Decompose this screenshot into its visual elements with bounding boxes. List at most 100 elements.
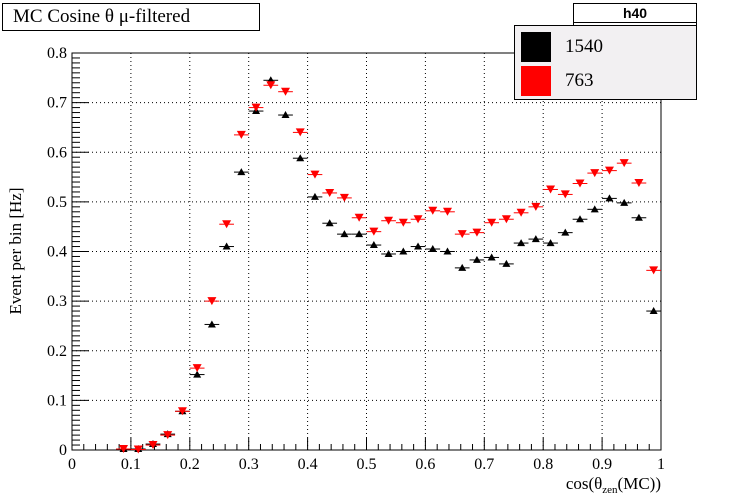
axes: 0 0.1 0.2 0.3 0.4 0.5 0.6 0.7 0.8 0.9 1 0 0.1 0.2 0.3 0… (47, 45, 665, 473)
x-tick-label: 0.7 (474, 456, 494, 473)
x-tick-label: 0.6 (415, 456, 435, 473)
data-point (605, 194, 614, 202)
data-point (325, 188, 335, 197)
data-point (148, 441, 158, 450)
data-point (237, 168, 246, 176)
data-point (310, 170, 320, 179)
y-tick-label: 0.8 (47, 45, 67, 62)
y-tick-label: 0.5 (47, 194, 67, 211)
data-point (192, 364, 202, 373)
data-point (546, 185, 556, 194)
legend-swatch (521, 32, 551, 62)
data-point (428, 206, 438, 215)
data-point (501, 215, 511, 224)
legend: 1540 763 (514, 25, 697, 100)
data-point (649, 307, 658, 315)
series-763 (116, 81, 661, 454)
data-point (517, 239, 526, 247)
x-tick-label: 0.1 (121, 456, 141, 473)
data-point (193, 370, 202, 378)
data-point (281, 87, 291, 96)
y-tick-label: 0.2 (47, 343, 67, 360)
x-tick-label: 0 (68, 456, 76, 473)
data-point (236, 130, 246, 139)
data-point (296, 154, 305, 162)
data-point (414, 242, 423, 250)
data-marks (116, 76, 661, 454)
legend-entry-1540: 1540 (521, 32, 691, 62)
data-point (399, 247, 408, 255)
data-point (355, 230, 364, 238)
data-point (222, 220, 232, 229)
x-tick-label: 1 (657, 456, 665, 473)
data-point (576, 215, 585, 223)
x-tick-label: 0.5 (357, 456, 377, 473)
y-tick-label: 0.7 (47, 95, 67, 112)
data-point (487, 253, 496, 261)
y-tick-label: 0.6 (47, 144, 67, 161)
x-tick-label: 0.3 (239, 456, 259, 473)
y-tick-label: 0 (59, 442, 67, 459)
data-point (590, 205, 599, 213)
data-point (413, 215, 423, 224)
data-point (531, 202, 541, 211)
x-axis-label: cos(θzen(MC)) (566, 474, 661, 496)
data-point (207, 297, 217, 306)
data-point (472, 228, 482, 237)
data-point (560, 190, 570, 199)
data-point (266, 81, 276, 90)
data-point (119, 445, 129, 454)
data-point (442, 207, 452, 216)
y-tick-label: 0.3 (47, 293, 67, 310)
data-point (295, 128, 305, 137)
data-point (575, 179, 585, 188)
data-point (339, 193, 349, 202)
data-point (384, 249, 393, 257)
data-point (325, 219, 334, 227)
plot-title: MC Cosine θ μ-filtered (2, 3, 260, 31)
data-point (207, 320, 216, 328)
data-point (354, 213, 364, 222)
data-point (619, 159, 629, 168)
data-point (384, 216, 394, 225)
data-point (177, 407, 187, 416)
data-point (251, 103, 261, 112)
x-tick-label: 0.8 (533, 456, 553, 473)
y-tick-label: 0.4 (47, 244, 67, 261)
data-point (369, 227, 379, 236)
data-point (590, 169, 600, 178)
legend-label: 763 (565, 70, 594, 91)
data-point (634, 179, 644, 188)
data-point (457, 230, 467, 239)
data-point (222, 242, 231, 250)
data-point (620, 198, 629, 206)
x-tick-label: 0.9 (592, 456, 612, 473)
data-point (502, 259, 511, 267)
x-tick-label: 0.2 (180, 456, 200, 473)
data-point (310, 192, 319, 200)
data-point (369, 241, 378, 249)
data-point (649, 266, 659, 275)
data-point (340, 230, 349, 238)
data-point (133, 445, 143, 454)
data-point (604, 166, 614, 175)
plot-frame (71, 52, 662, 451)
data-point (472, 255, 481, 263)
data-point (487, 218, 497, 227)
legend-label: 1540 (565, 36, 603, 57)
data-point (546, 239, 555, 247)
data-point (561, 228, 570, 236)
data-point (398, 218, 408, 227)
data-point (281, 111, 290, 119)
data-point (531, 235, 540, 243)
data-point (458, 263, 467, 271)
data-point (516, 208, 526, 217)
data-point (163, 431, 173, 440)
legend-entry-763: 763 (521, 66, 691, 96)
y-axis-label: Event per bin [Hz] (6, 188, 25, 315)
data-point (634, 213, 643, 221)
legend-swatch (521, 66, 551, 96)
y-tick-label: 0.1 (47, 392, 67, 409)
stats-name: h40 (574, 4, 696, 23)
